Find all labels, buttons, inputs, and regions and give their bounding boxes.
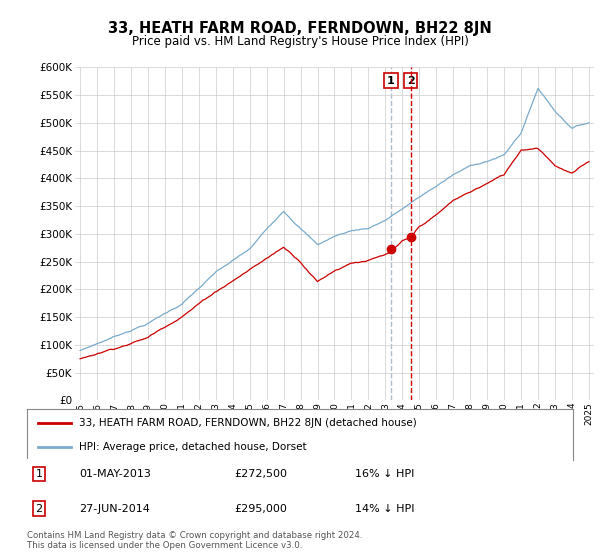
Text: Price paid vs. HM Land Registry's House Price Index (HPI): Price paid vs. HM Land Registry's House … [131, 35, 469, 48]
Text: 27-JUN-2014: 27-JUN-2014 [79, 504, 150, 514]
Text: 33, HEATH FARM ROAD, FERNDOWN, BH22 8JN: 33, HEATH FARM ROAD, FERNDOWN, BH22 8JN [108, 21, 492, 36]
Text: HPI: Average price, detached house, Dorset: HPI: Average price, detached house, Dors… [79, 442, 307, 452]
Text: 14% ↓ HPI: 14% ↓ HPI [355, 504, 414, 514]
Text: 1: 1 [35, 469, 43, 479]
Text: 2: 2 [407, 76, 415, 86]
Text: 2: 2 [35, 504, 43, 514]
Text: Contains HM Land Registry data © Crown copyright and database right 2024.
This d: Contains HM Land Registry data © Crown c… [27, 531, 362, 550]
Text: 1: 1 [387, 76, 395, 86]
Text: £295,000: £295,000 [235, 504, 287, 514]
Text: 01-MAY-2013: 01-MAY-2013 [79, 469, 151, 479]
Text: 33, HEATH FARM ROAD, FERNDOWN, BH22 8JN (detached house): 33, HEATH FARM ROAD, FERNDOWN, BH22 8JN … [79, 418, 416, 428]
Text: 16% ↓ HPI: 16% ↓ HPI [355, 469, 414, 479]
Text: £272,500: £272,500 [235, 469, 287, 479]
